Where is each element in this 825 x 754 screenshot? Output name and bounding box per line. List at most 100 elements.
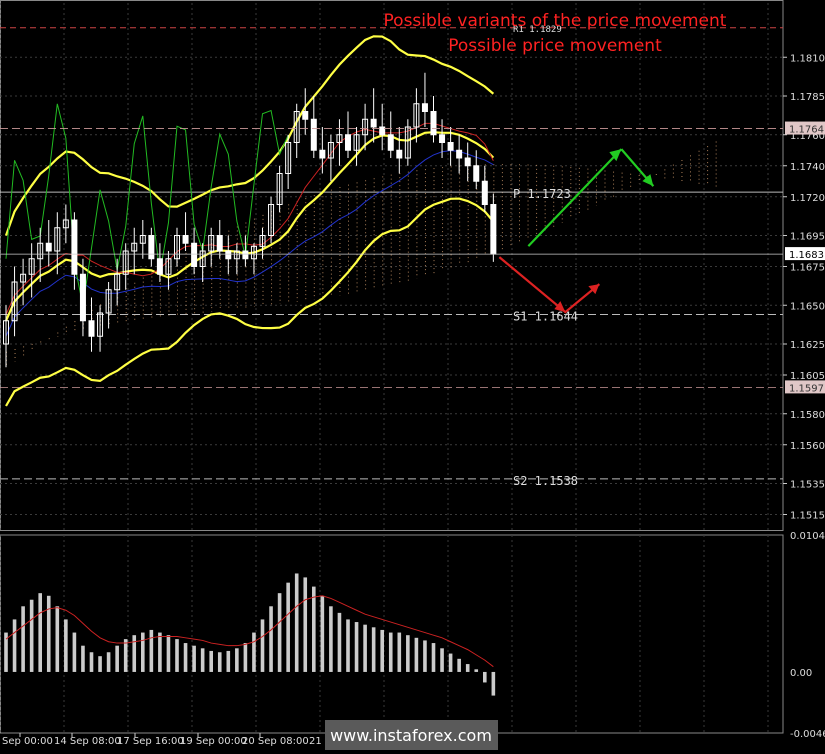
candle-body: [216, 235, 223, 252]
macd-bar: [286, 582, 290, 672]
macd-bar: [363, 624, 367, 672]
macd-bar: [354, 622, 359, 672]
macd-bar: [209, 650, 213, 672]
time-tick-label: 19 Sep 00:00: [180, 736, 247, 747]
macd-bar: [277, 593, 282, 672]
down-arrow-head: [554, 301, 566, 313]
macd-bar: [226, 650, 231, 672]
candle-body: [105, 289, 112, 314]
candle-body: [45, 242, 52, 252]
macd-bar: [141, 632, 145, 672]
macd-bar: [98, 656, 102, 672]
down-arrow-head: [642, 174, 654, 187]
macd-bar: [38, 593, 42, 672]
macd-bar: [397, 632, 402, 672]
time-tick-label: 17 Sep 16:00: [117, 736, 184, 747]
tenkan-line: [5, 122, 494, 315]
macd-tick-label: 0.01043: [790, 531, 825, 542]
macd-bar: [158, 632, 162, 672]
chart-title: Possible variants of the price movement: [384, 11, 727, 31]
price-tick-label: 1.1760: [790, 131, 825, 142]
macd-bar: [388, 632, 393, 672]
candle-body: [20, 273, 27, 283]
pivot-levels: R1 1.1829 P 1.1723 S1 1.1644 S2 1.1538: [0, 25, 783, 488]
candle-body: [156, 258, 163, 275]
candle-body: [28, 258, 35, 275]
candle-body: [413, 103, 420, 128]
candle-body: [327, 142, 334, 159]
watermark-text: www.instaforex.com: [330, 726, 492, 745]
price-tag-label: 1.1764: [789, 125, 824, 136]
macd-bar: [55, 606, 60, 672]
macd-bar: [371, 627, 376, 672]
candle-body: [396, 149, 403, 159]
candle-body: [481, 180, 488, 205]
candle-body: [174, 235, 180, 260]
candle-body: [233, 250, 240, 260]
macd-bar: [72, 632, 77, 672]
candle-body: [353, 134, 360, 151]
macd-panel: [4, 573, 496, 696]
candle-body: [88, 320, 95, 337]
macd-bar: [260, 619, 265, 672]
price-tick-label: 1.1675: [790, 263, 825, 274]
price-tick-label: 1.1720: [790, 193, 825, 204]
macd-bar: [29, 599, 34, 672]
price-tick-label: 1.1625: [790, 340, 825, 351]
macd-bar: [269, 606, 273, 672]
candle-body: [79, 273, 86, 322]
candle-body: [310, 118, 317, 151]
macd-bar: [346, 619, 350, 672]
candle-body: [345, 134, 351, 151]
pivot-label: S2 1.1538: [513, 474, 578, 488]
macd-bar: [406, 635, 410, 672]
price-tag-label: 1.1683: [789, 250, 824, 261]
candlesticks: [3, 72, 497, 368]
time-tick-label: 14 Sep 08:00: [54, 736, 121, 747]
macd-bar: [440, 648, 444, 672]
bollinger-middle: [4, 131, 495, 322]
macd-bar: [423, 640, 427, 672]
macd-bar: [235, 648, 239, 672]
candle-body: [139, 235, 146, 244]
candle-body: [387, 134, 394, 151]
macd-bar: [320, 595, 325, 672]
macd-bar: [303, 577, 308, 672]
candle-body: [370, 118, 377, 128]
macd-bar: [12, 619, 17, 672]
macd-bar: [414, 637, 419, 672]
pivot-label: P 1.1723: [513, 187, 571, 201]
price-axis: 1.1810 1.1785 1.1760 1.1740 1.1720 1.1695 1.16…: [2, 53, 825, 747]
candle-body: [379, 126, 386, 136]
macd-bar: [200, 648, 205, 672]
candle-body: [268, 204, 275, 236]
candle-body: [71, 219, 78, 275]
macd-bar: [115, 645, 119, 672]
candle-body: [225, 250, 232, 260]
candle-body: [37, 242, 44, 260]
candle-body: [11, 281, 18, 322]
price-tick-label: 1.1785: [790, 92, 825, 103]
candle-body: [97, 312, 104, 337]
watermark[interactable]: www.instaforex.com: [325, 720, 498, 750]
macd-bar: [431, 643, 436, 672]
candle-body: [285, 142, 292, 174]
candle-body: [208, 235, 215, 252]
price-tag-label: 1.1597: [789, 383, 824, 394]
time-tick-label: 20 Sep 08:00: [242, 736, 309, 747]
candle-body: [404, 126, 411, 159]
macd-bar: [166, 635, 171, 672]
candle-body: [336, 134, 343, 143]
macd-bar: [192, 645, 196, 672]
pivot-label: R1 1.1829: [513, 25, 562, 35]
pivot-label: S1 1.1644: [513, 310, 578, 324]
up-arrow-leg: [527, 148, 623, 247]
candle-body: [131, 242, 138, 252]
macd-bar: [217, 652, 222, 672]
candle-body: [302, 111, 309, 120]
up-arrow-head: [609, 149, 622, 162]
macd-bar: [64, 619, 68, 672]
macd-bar: [81, 645, 85, 672]
